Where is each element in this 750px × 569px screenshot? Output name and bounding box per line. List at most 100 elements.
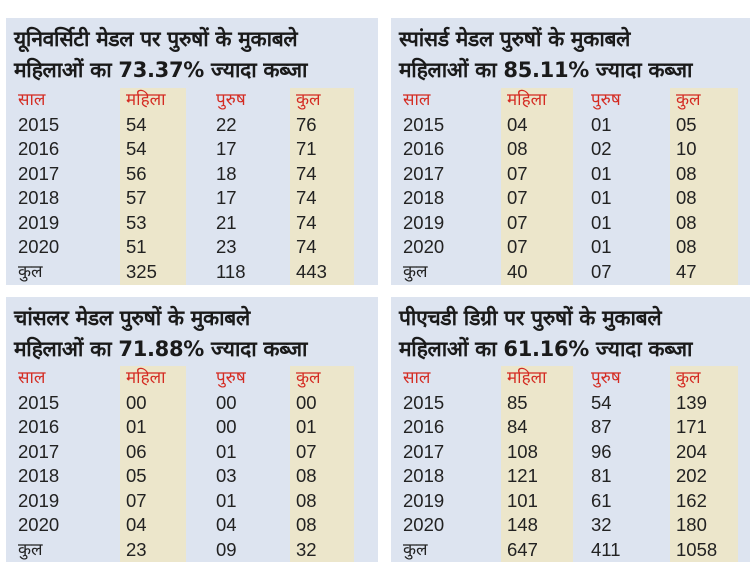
women-cell: 06 bbox=[126, 440, 147, 462]
women-cell: 84 bbox=[507, 416, 528, 437]
total-cell: 08 bbox=[296, 514, 317, 535]
women-cell: 121 bbox=[507, 465, 538, 486]
year-cell: 2017 bbox=[403, 162, 445, 184]
total-cell: 00 bbox=[296, 391, 317, 413]
total-cell: 76 bbox=[296, 113, 317, 135]
panel-title-line2: महिलाओं का 85.11% ज्यादा कब्जा bbox=[399, 58, 693, 82]
women-cell: 57 bbox=[126, 187, 147, 208]
total-cell: 08 bbox=[296, 489, 317, 511]
total-cell: 71 bbox=[296, 138, 317, 159]
year-header: साल bbox=[403, 90, 431, 110]
women-header: महिला bbox=[126, 368, 166, 388]
men-cell: 21 bbox=[216, 211, 237, 233]
data-table: साल महिला पुरुष कुल 2015 54 22 76 2016 54 17 71 2017… bbox=[6, 88, 378, 284]
women-cell: 07 bbox=[507, 187, 528, 208]
men-cell: 81 bbox=[591, 465, 612, 486]
women-column-highlight bbox=[501, 366, 573, 562]
total-row: कुल 647 411 1058 bbox=[391, 538, 750, 563]
total-column-highlight bbox=[670, 366, 738, 562]
total-cell: 180 bbox=[676, 514, 707, 535]
year-cell: 2020 bbox=[18, 514, 60, 535]
year-cell: 2016 bbox=[18, 416, 60, 437]
year-2019-row: 2019 07 01 08 bbox=[6, 489, 378, 514]
year-2019-row: 2019 101 61 162 bbox=[391, 489, 750, 514]
year-2017-row: 2017 56 18 74 bbox=[6, 162, 378, 187]
table-header-row: साल महिला पुरुष कुल bbox=[391, 366, 750, 391]
total-cell: 202 bbox=[676, 465, 707, 486]
total-cell: 74 bbox=[296, 236, 317, 257]
men-cell: 22 bbox=[216, 113, 237, 135]
panel-title-line1: यूनिवर्सिटी मेडल पर पुरुषों के मुकाबले bbox=[14, 27, 298, 51]
men-header: पुरुष bbox=[591, 90, 621, 110]
year-cell: 2016 bbox=[403, 138, 445, 159]
men-cell: 01 bbox=[591, 211, 612, 233]
panel-title-line2: महिलाओं का 61.16% ज्यादा कब्जा bbox=[399, 337, 693, 361]
total-row: कुल 325 118 443 bbox=[6, 260, 378, 285]
men-cell: 32 bbox=[591, 514, 612, 535]
year-cell: 2019 bbox=[403, 489, 445, 511]
women-cell: 85 bbox=[507, 391, 528, 413]
year-cell: 2016 bbox=[403, 416, 445, 437]
men-cell: 01 bbox=[591, 187, 612, 208]
men-cell: 96 bbox=[591, 440, 612, 462]
women-cell: 23 bbox=[126, 538, 147, 560]
men-cell: 07 bbox=[591, 260, 612, 282]
women-cell: 07 bbox=[126, 489, 147, 511]
women-cell: 54 bbox=[126, 113, 147, 135]
men-cell: 01 bbox=[591, 162, 612, 184]
year-2020-row: 2020 07 01 08 bbox=[391, 235, 750, 260]
men-cell: 87 bbox=[591, 416, 612, 437]
panel-title-line1: स्पांसर्ड मेडल पुरुषों के मुकाबले bbox=[399, 27, 631, 51]
year-header: साल bbox=[18, 90, 46, 110]
year-2016-row: 2016 08 02 10 bbox=[391, 137, 750, 162]
total-header: कुल bbox=[296, 90, 321, 110]
men-cell: 01 bbox=[216, 489, 237, 511]
chancellor-medal-panel: चांसलर मेडल पुरुषों के मुकाबले महिलाओं का… bbox=[6, 297, 378, 562]
year-cell: 2017 bbox=[403, 440, 445, 462]
total-cell: 139 bbox=[676, 391, 707, 413]
year-cell: 2015 bbox=[403, 391, 445, 413]
men-cell: 00 bbox=[216, 416, 237, 437]
year-cell: 2019 bbox=[403, 211, 445, 233]
year-cell: कुल bbox=[403, 261, 428, 282]
year-cell: 2019 bbox=[18, 489, 60, 511]
total-cell: 47 bbox=[676, 260, 697, 282]
men-cell: 00 bbox=[216, 391, 237, 413]
year-2017-row: 2017 06 01 07 bbox=[6, 440, 378, 465]
university-medal-panel: यूनिवर्सिटी मेडल पर पुरुषों के मुकाबले मह… bbox=[6, 18, 378, 285]
panel-title: यूनिवर्सिटी मेडल पर पुरुषों के मुकाबले मह… bbox=[14, 24, 376, 86]
year-cell: कुल bbox=[403, 539, 428, 560]
total-cell: 08 bbox=[676, 162, 697, 184]
women-cell: 108 bbox=[507, 440, 538, 462]
panel-title-line2: महिलाओं का 73.37% ज्यादा कब्जा bbox=[14, 58, 308, 82]
year-2020-row: 2020 51 23 74 bbox=[6, 235, 378, 260]
women-cell: 01 bbox=[126, 416, 147, 437]
data-table: साल महिला पुरुष कुल 2015 85 54 139 2016 84 87 171 20… bbox=[391, 366, 750, 562]
men-cell: 03 bbox=[216, 465, 237, 486]
women-cell: 05 bbox=[126, 465, 147, 486]
year-cell: 2018 bbox=[403, 187, 445, 208]
year-2020-row: 2020 04 04 08 bbox=[6, 513, 378, 538]
year-2018-row: 2018 121 81 202 bbox=[391, 464, 750, 489]
women-cell: 148 bbox=[507, 514, 538, 535]
women-cell: 07 bbox=[507, 162, 528, 184]
year-2016-row: 2016 84 87 171 bbox=[391, 415, 750, 440]
year-2018-row: 2018 57 17 74 bbox=[6, 186, 378, 211]
year-cell: 2018 bbox=[18, 465, 60, 486]
total-cell: 10 bbox=[676, 138, 697, 159]
women-cell: 51 bbox=[126, 236, 147, 257]
sponsored-medal-panel: स्पांसर्ड मेडल पुरुषों के मुकाबले महिलाओं… bbox=[391, 18, 750, 285]
women-header: महिला bbox=[507, 90, 547, 110]
year-cell: 2015 bbox=[403, 113, 445, 135]
women-cell: 00 bbox=[126, 391, 147, 413]
total-cell: 443 bbox=[296, 260, 327, 282]
year-cell: 2015 bbox=[18, 113, 60, 135]
women-cell: 04 bbox=[507, 113, 528, 135]
men-cell: 118 bbox=[216, 260, 246, 282]
year-2016-row: 2016 54 17 71 bbox=[6, 137, 378, 162]
year-cell: 2015 bbox=[18, 391, 60, 413]
year-2015-row: 2015 00 00 00 bbox=[6, 391, 378, 416]
year-cell: 2016 bbox=[18, 138, 60, 159]
men-cell: 01 bbox=[216, 440, 237, 462]
year-cell: 2017 bbox=[18, 440, 60, 462]
